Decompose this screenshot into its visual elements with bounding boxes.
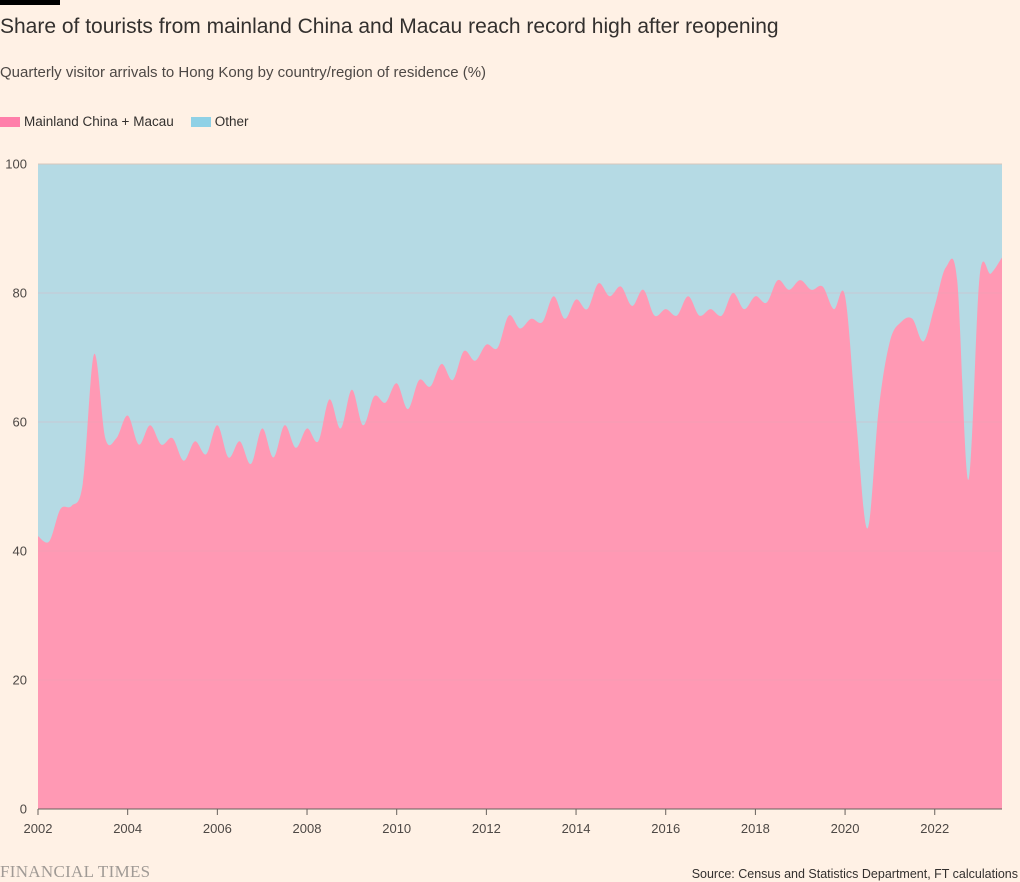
y-tick-label-40: 40 [13, 544, 27, 559]
x-tick-label-2010: 2010 [382, 821, 411, 836]
x-tick-label-2022: 2022 [920, 821, 949, 836]
y-tick-label-20: 20 [13, 673, 27, 688]
chart-areas [38, 164, 1002, 809]
x-tick-label-2020: 2020 [831, 821, 860, 836]
x-tick-label-2006: 2006 [203, 821, 232, 836]
y-tick-label-0: 0 [20, 802, 27, 817]
x-tick-label-2008: 2008 [293, 821, 322, 836]
y-tick-label-80: 80 [13, 286, 27, 301]
legend-label-other: Other [214, 114, 249, 129]
x-tick-label-2012: 2012 [472, 821, 501, 836]
chart-title: Share of tourists from mainland China an… [0, 15, 779, 38]
legend-swatch-other [190, 117, 211, 127]
area-mainland-china-macau [38, 257, 1002, 809]
x-tick-label-2004: 2004 [113, 821, 142, 836]
source-note: Source: Census and Statistics Department… [691, 867, 1018, 881]
chart-gridlines [38, 163, 1002, 810]
ft-top-bar [0, 0, 60, 5]
legend-swatch-mainland [0, 117, 20, 127]
y-tick-label-100: 100 [5, 157, 27, 172]
ft-logo: FINANCIAL TIMES [0, 862, 151, 881]
y-axis: 0 20 40 60 80 100 [5, 157, 27, 817]
x-tick-label-2016: 2016 [651, 821, 680, 836]
legend-label-mainland: Mainland China + Macau [24, 114, 174, 129]
area-chart: 0 20 40 60 80 100 2002 2004 2006 2008 2010 2012 201… [5, 157, 1002, 836]
chart-legend: Mainland China + Macau Other [0, 113, 265, 131]
legend-item-other: Other [190, 113, 249, 131]
x-axis: 2002 2004 2006 2008 2010 2012 2014 2016 2018 2020… [24, 809, 949, 836]
x-tick-label-2014: 2014 [562, 821, 591, 836]
x-tick-label-2018: 2018 [741, 821, 770, 836]
y-tick-label-60: 60 [13, 415, 27, 430]
x-tick-label-2002: 2002 [24, 821, 53, 836]
legend-item-mainland: Mainland China + Macau [0, 113, 174, 131]
chart-subtitle: Quarterly visitor arrivals to Hong Kong … [0, 64, 487, 81]
